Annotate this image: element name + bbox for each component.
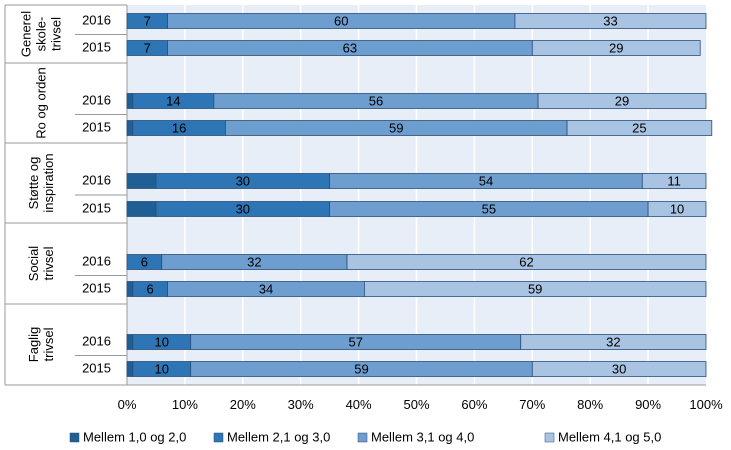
data-label: 30 <box>612 361 626 376</box>
year-label: 2016 <box>82 92 111 107</box>
bar-segment <box>126 201 157 217</box>
x-tick-label: 60% <box>461 397 487 412</box>
legend-swatch <box>357 432 368 443</box>
x-tick-label: 30% <box>288 397 314 412</box>
data-label: 6 <box>147 281 154 296</box>
data-label: 7 <box>144 40 151 55</box>
bar-segment <box>126 120 134 136</box>
data-label: 32 <box>606 334 620 349</box>
x-tick-label: 20% <box>230 397 256 412</box>
data-label: 59 <box>389 120 403 135</box>
category-label: trivsel <box>48 17 63 51</box>
x-tick-label: 0% <box>118 397 137 412</box>
data-label: 63 <box>343 40 357 55</box>
x-tick-label: 40% <box>346 397 372 412</box>
bar-segment <box>346 254 707 270</box>
data-label: 55 <box>482 201 496 216</box>
category-label: inspiration <box>41 153 56 212</box>
year-label: 2015 <box>82 119 111 134</box>
data-label: 56 <box>369 93 383 108</box>
data-label: 29 <box>609 40 623 55</box>
legend-swatch <box>213 432 224 443</box>
x-tick-label: 80% <box>577 397 603 412</box>
data-label: 59 <box>354 361 368 376</box>
data-label: 62 <box>519 254 533 269</box>
year-label: 2016 <box>82 12 111 27</box>
x-tick-label: 10% <box>172 397 198 412</box>
legend-label: Mellem 4,1 og 5,0 <box>558 429 661 444</box>
year-label: 2016 <box>82 172 111 187</box>
x-tick-label: 70% <box>519 397 545 412</box>
bar-segment <box>514 13 707 29</box>
bar-segment <box>126 173 157 189</box>
bar-segment <box>520 334 707 350</box>
bar-segment <box>363 281 707 297</box>
x-tick-label: 50% <box>403 397 429 412</box>
bar-segment <box>531 361 707 377</box>
data-label: 60 <box>334 13 348 28</box>
data-label: 16 <box>172 120 186 135</box>
year-label: 2016 <box>82 333 111 348</box>
year-label: 2015 <box>82 280 111 295</box>
year-label: 2016 <box>82 253 111 268</box>
bar-segment <box>126 334 134 350</box>
data-label: 29 <box>615 93 629 108</box>
data-label: 59 <box>528 281 542 296</box>
year-label: 2015 <box>82 360 111 375</box>
bar-segment <box>537 93 707 109</box>
year-label: 2015 <box>82 200 111 215</box>
category-label: Støtte og <box>26 157 41 210</box>
bar-segment <box>641 173 707 189</box>
data-label: 10 <box>155 361 169 376</box>
category-label: Ro og orden <box>33 67 48 139</box>
data-label: 30 <box>236 201 250 216</box>
bar-segment <box>566 120 713 136</box>
data-label: 11 <box>667 173 681 188</box>
data-label: 54 <box>479 173 493 188</box>
x-tick-label: 90% <box>635 397 661 412</box>
category-label: trivsel <box>41 246 56 280</box>
category-label: Generel <box>18 11 33 57</box>
category-label: Social <box>26 246 41 282</box>
bar-segment <box>126 93 134 109</box>
data-label: 10 <box>155 334 169 349</box>
data-label: 6 <box>141 254 148 269</box>
data-label: 10 <box>670 201 684 216</box>
x-tick-label: 100% <box>689 397 723 412</box>
legend-label: Mellem 2,1 og 3,0 <box>227 429 330 444</box>
data-label: 14 <box>166 93 180 108</box>
category-label: trivsel <box>41 327 56 361</box>
bar-segment <box>126 361 134 377</box>
data-label: 7 <box>144 13 151 28</box>
bar-segment <box>647 201 707 217</box>
legend-label: Mellem 3,1 og 4,0 <box>371 429 474 444</box>
category-label: Faglig <box>26 327 41 362</box>
data-label: 30 <box>236 173 250 188</box>
bar-segment <box>126 281 134 297</box>
data-label: 34 <box>259 281 273 296</box>
legend-label: Mellem 1,0 og 2,0 <box>83 429 186 444</box>
data-label: 57 <box>348 334 362 349</box>
bar-segment <box>531 40 701 56</box>
category-label: skole- <box>33 17 48 52</box>
data-label: 32 <box>247 254 261 269</box>
data-label: 25 <box>632 120 646 135</box>
legend-swatch <box>69 432 80 443</box>
data-label: 33 <box>603 13 617 28</box>
year-label: 2015 <box>82 39 111 54</box>
legend-swatch <box>544 432 555 443</box>
